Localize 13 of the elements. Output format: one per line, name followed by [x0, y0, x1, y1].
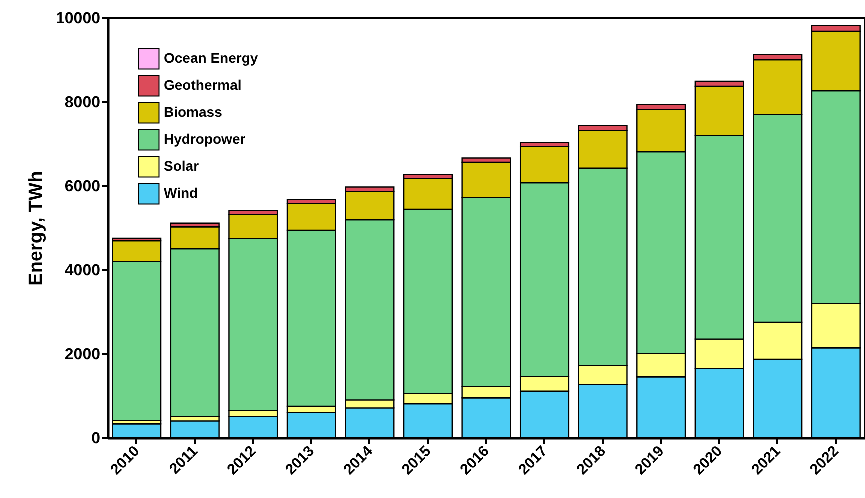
legend-label: Solar: [164, 158, 200, 174]
legend-label: Hydropower: [164, 131, 246, 147]
legend-label: Geothermal: [164, 77, 242, 93]
y-tick-label: 10000: [56, 10, 101, 28]
y-tick-label: 8000: [64, 94, 101, 112]
legend-label: Biomass: [164, 104, 223, 120]
y-tick-label: 4000: [64, 262, 101, 280]
legend-label: Ocean Energy: [164, 50, 258, 66]
y-tick-label: 0: [92, 430, 101, 448]
y-tick-label: 2000: [64, 346, 101, 364]
legend-label: Wind: [164, 185, 198, 201]
y-axis-title: Energy, TWh: [26, 171, 48, 286]
y-tick-label: 6000: [64, 178, 101, 196]
